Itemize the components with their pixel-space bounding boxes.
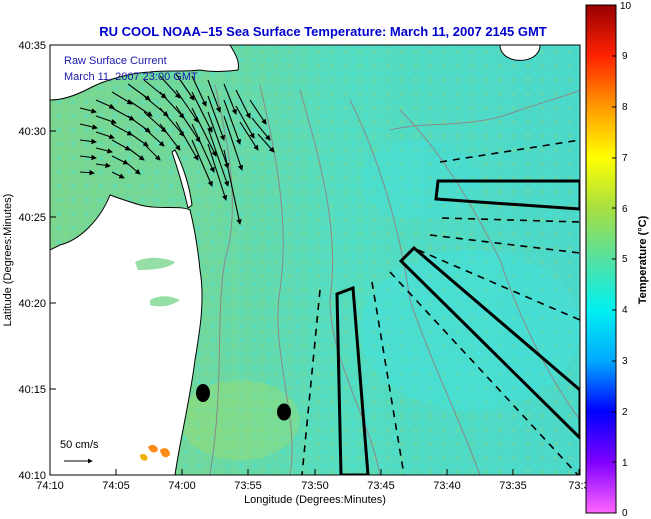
colorbar: 0 1 2 3 4 5 6 7 8 9 10 Temperature (°C) <box>585 1 649 519</box>
study-box-north <box>434 179 580 211</box>
colorbar-gradient <box>585 4 617 514</box>
colorbar-tick-label: 10 <box>620 1 632 12</box>
colorbar-tick-label: 3 <box>622 356 628 367</box>
colorbar-tick-label: 4 <box>622 305 628 316</box>
x-tick-label: 73:50 <box>301 480 329 492</box>
barrier-island <box>171 149 193 209</box>
overlay-current-time: March 11, 2007 23:00 GMT <box>64 71 198 83</box>
study-box-diagonal <box>398 245 580 441</box>
warm-plume <box>160 448 170 458</box>
study-box-south <box>335 285 370 475</box>
colorbar-tick-label: 2 <box>622 407 628 418</box>
dashed-transects <box>301 139 580 475</box>
overlay-current-label: Raw Surface Current <box>64 55 167 67</box>
warm-patch <box>180 380 300 460</box>
scale-bar-label: 50 cm/s <box>60 439 99 451</box>
x-tick-label: 74:05 <box>102 480 130 492</box>
map-title: RU COOL NOAA–15 Sea Surface Temperature:… <box>99 24 547 39</box>
colorbar-tick-label: 8 <box>622 102 628 113</box>
x-tick-label: 73:3 <box>568 480 589 492</box>
land-mass-northeast <box>499 45 541 61</box>
colorbar-tick-label: 5 <box>622 254 628 265</box>
colorbar-tick-label: 7 <box>622 153 628 164</box>
warm-plume <box>148 444 158 453</box>
y-tick-label: 40:15 <box>18 384 46 396</box>
colorbar-ticks <box>612 4 616 514</box>
coastal-shelf-green <box>135 257 175 270</box>
bathymetry-contours <box>209 84 580 475</box>
y-axis-label: Latitude (Degrees:Minutes) <box>2 194 14 327</box>
x-tick-label: 73:45 <box>367 480 395 492</box>
land-mass-north <box>50 45 239 101</box>
surface-current-vectors <box>79 73 275 225</box>
x-tick-label: 73:40 <box>433 480 461 492</box>
colorbar-tick-label: 6 <box>622 204 628 215</box>
map-area <box>50 45 580 475</box>
y-tick-labels: 40:35 40:30 40:25 40:20 40:15 40:10 <box>18 40 46 482</box>
colorbar-label: Temperature (°C) <box>637 215 649 304</box>
x-tick-label: 74:10 <box>36 480 64 492</box>
colorbar-tick-label: 9 <box>622 51 628 62</box>
buoy-marker <box>277 403 291 421</box>
y-axis <box>50 44 56 476</box>
x-axis <box>49 469 580 475</box>
y-tick-label: 40:25 <box>18 212 46 224</box>
x-axis-label: Longitude (Degrees:Minutes) <box>244 494 386 506</box>
study-boxes <box>335 179 580 475</box>
y-tick-label: 40:30 <box>18 126 46 138</box>
colorbar-tick-label: 1 <box>622 458 628 469</box>
y-tick-label: 40:35 <box>18 40 46 52</box>
x-tick-labels: 74:10 74:05 74:00 73:55 73:50 73:45 73:4… <box>36 480 589 492</box>
land-mass-west <box>50 45 203 475</box>
warm-plume <box>140 453 148 461</box>
buoy-marker <box>196 384 210 402</box>
y-tick-label: 40:20 <box>18 298 46 310</box>
x-tick-label: 74:00 <box>168 480 196 492</box>
x-tick-label: 73:35 <box>499 480 527 492</box>
x-tick-label: 73:55 <box>234 480 262 492</box>
y-tick-label: 40:10 <box>18 470 46 482</box>
colorbar-tick-label: 0 <box>622 508 628 519</box>
coastal-shelf-green <box>150 296 180 307</box>
